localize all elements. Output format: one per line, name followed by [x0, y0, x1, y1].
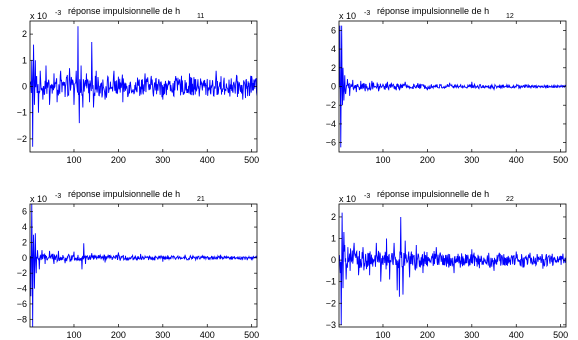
panel-h11-y-tick-label: −1	[17, 108, 27, 118]
panel-h12-y-tick-label: −6	[326, 138, 336, 148]
panel-h21-x-tick-label: 500	[244, 330, 259, 340]
panel-h21-title-subscript: 21	[197, 196, 205, 203]
panel-h21-x-tick-label: 400	[200, 330, 215, 340]
panel-h21: x 10 -3 réponse impulsionnelle de h 21 1…	[17, 189, 259, 340]
panel-h11-title-subscript: 11	[197, 13, 204, 20]
panel-h21-y-tick-label: −6	[17, 299, 27, 309]
panel-h21-y-tick-label: 4	[22, 222, 27, 232]
panel-h11-scale-exponent: -3	[55, 10, 61, 17]
panel-h21-series-line	[30, 204, 257, 327]
panel-h12-x-tick-label: 500	[553, 155, 568, 165]
panel-h22-y-tick-label: −1	[326, 277, 336, 287]
panel-h12-scale-exponent: -3	[364, 10, 370, 17]
panel-h12: x 10 -3 réponse impulsionnelle de h 12 1…	[326, 6, 568, 165]
panel-h21-y-tick-label: −2	[17, 268, 27, 278]
panel-h11-x-tick-label: 500	[244, 155, 259, 165]
panel-h22-y-tick-label: −2	[326, 298, 336, 308]
panel-h12-x-tick-label: 100	[375, 155, 390, 165]
panel-h11-scale-multiplier: x 10	[30, 11, 47, 21]
panel-h12-y-tick-label: 4	[331, 44, 336, 54]
panel-h11-title: réponse impulsionnelle de h	[68, 6, 180, 16]
panel-h11-x-tick-label: 100	[66, 155, 81, 165]
panel-h22-title: réponse impulsionnelle de h	[377, 189, 489, 199]
panel-h22-x-tick-label: 300	[464, 330, 479, 340]
panel-h22-scale-multiplier: x 10	[339, 194, 356, 204]
panel-h12-series-line	[339, 25, 566, 148]
panel-h22-y-tick-label: 1	[331, 234, 336, 244]
panel-h21-scale-exponent: -3	[55, 193, 61, 200]
panel-h22-x-tick-label: 100	[375, 330, 390, 340]
panel-h21-y-tick-label: 6	[22, 207, 27, 217]
panel-h12-y-tick-label: 6	[331, 25, 336, 35]
panel-h22-y-tick-label: 2	[331, 212, 336, 222]
panel-h22-axes-box	[338, 203, 567, 328]
panel-h12-y-tick-label: −4	[326, 119, 336, 129]
panel-h22-y-tick-label: 0	[331, 255, 336, 265]
panel-h21-y-tick-label: 0	[22, 253, 27, 263]
panel-h21-title: réponse impulsionnelle de h	[68, 189, 180, 199]
panel-h11-y-tick-label: 2	[22, 29, 27, 39]
panel-h11: x 10 -3 réponse impulsionnelle de h 11 1…	[17, 6, 259, 165]
panel-h11-y-tick-label: 1	[22, 55, 27, 65]
panel-h12-title-subscript: 12	[506, 13, 514, 20]
panel-h21-scale-multiplier: x 10	[30, 194, 47, 204]
panel-h12-y-tick-label: −2	[326, 100, 336, 110]
panel-h21-y-tick-label: −4	[17, 284, 27, 294]
panel-h12-scale-multiplier: x 10	[339, 11, 356, 21]
panel-h11-x-tick-label: 200	[111, 155, 126, 165]
panel-h21-x-tick-label: 300	[155, 330, 170, 340]
panel-h11-y-tick-label: −2	[17, 134, 27, 144]
panel-h22-scale-exponent: -3	[364, 193, 370, 200]
panel-h12-x-tick-label: 400	[509, 155, 524, 165]
panel-h22-y-tick-label: −3	[326, 320, 336, 330]
panel-h12-x-tick-label: 300	[464, 155, 479, 165]
panel-h22-title-subscript: 22	[506, 196, 514, 203]
panel-h21-x-tick-label: 200	[111, 330, 126, 340]
panel-h22-series-line	[339, 212, 566, 325]
panel-h11-series-line	[30, 26, 257, 147]
panel-h21-y-tick-label: −8	[17, 314, 27, 324]
panel-h11-x-tick-label: 300	[155, 155, 170, 165]
panel-h22-x-tick-label: 400	[509, 330, 524, 340]
panel-h11-x-tick-label: 400	[200, 155, 215, 165]
panel-h22-x-tick-label: 200	[420, 330, 435, 340]
panel-h21-x-tick-label: 100	[66, 330, 81, 340]
panel-h12-x-tick-label: 200	[420, 155, 435, 165]
panel-h21-axes-box	[29, 203, 258, 328]
panel-h12-y-tick-label: 2	[331, 63, 336, 73]
panel-h22: x 10 -3 réponse impulsionnelle de h 22 1…	[326, 189, 568, 340]
panel-h12-title: réponse impulsionnelle de h	[377, 6, 489, 16]
panel-h12-y-tick-label: 0	[331, 82, 336, 92]
panel-h11-y-tick-label: 0	[22, 82, 27, 92]
panel-h22-x-tick-label: 500	[553, 330, 568, 340]
panel-h21-y-tick-label: 2	[22, 237, 27, 247]
